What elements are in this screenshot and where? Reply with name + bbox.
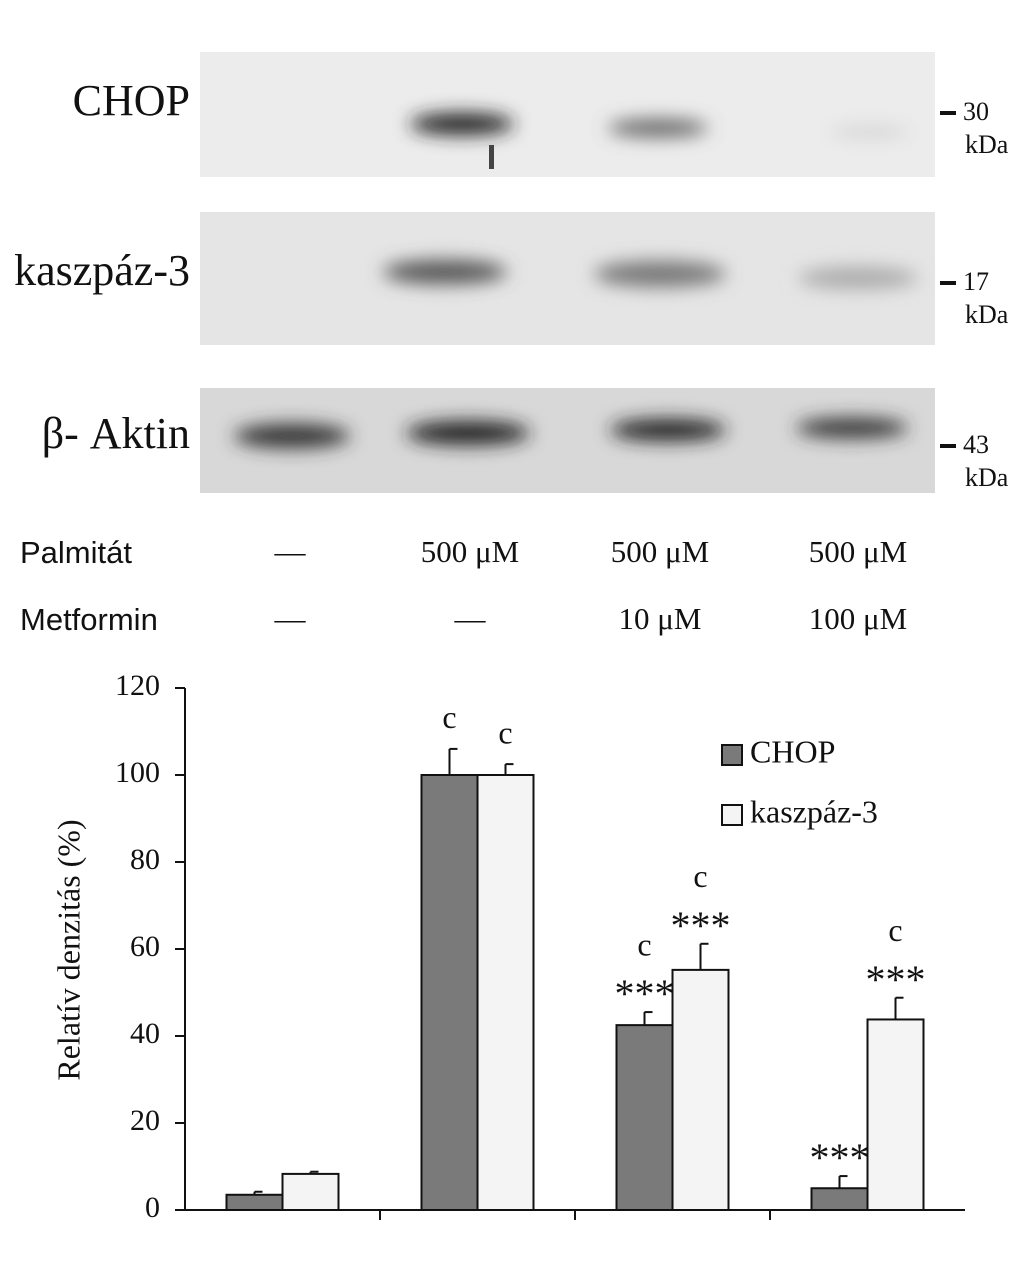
letter-label: c [888,912,902,948]
bar [476,774,535,1211]
marker-label: 17 [963,267,989,296]
marker-label: 43 [963,430,989,459]
band [383,260,507,284]
blot-images [200,52,935,493]
treatment-value: 500 μM [421,534,519,569]
y-tick-label: 40 [130,1017,160,1050]
y-tick-label: 100 [115,756,160,789]
blot-label: kaszpáz-3 [14,246,190,295]
y-tick-label: 0 [145,1191,160,1224]
legend-swatch [721,804,743,826]
band [610,419,726,441]
marker-unit: kDa [965,130,1009,159]
treatment-value: 500 μM [809,534,907,569]
treatment-value: 100 μM [809,601,907,636]
bar [810,1187,869,1211]
legend-swatch [721,744,743,766]
y-axis-label: Relatív denzitás (%) [50,819,86,1080]
y-tick-label: 80 [130,843,160,876]
treatment-label: Palmitát [20,535,132,570]
letter-label: c [693,858,707,894]
treatment-value: — [454,601,487,636]
bar [281,1172,340,1212]
bar [671,968,730,1211]
band [798,267,918,289]
treatment-value: 10 μM [619,601,702,636]
legend-label: kaszpáz-3 [750,793,878,829]
artifact [489,145,494,169]
treatment-label: Metformin [20,602,158,637]
significance: *** [866,957,926,1002]
band [406,421,530,445]
bar [225,1193,284,1212]
marker-unit: kDa [965,300,1009,329]
y-tick-label: 20 [130,1104,160,1137]
band [594,261,726,287]
band [608,119,708,137]
band [796,418,908,438]
y-tick-label: 120 [115,669,160,702]
band [830,127,910,137]
treatment-value: — [274,534,307,569]
chart-layer: CHOP 30 kDa kaszpáz-3 17 kDa β- Aktin 43 kDa Palm… [14,76,1009,1224]
bar [615,1024,674,1211]
marker-unit: kDa [965,463,1009,492]
blot-label: CHOP [73,76,190,125]
letter-label: c [498,714,512,750]
significance: *** [810,1135,870,1180]
bar [866,1018,925,1211]
bar [420,774,479,1211]
band [234,424,350,448]
letter-label: c [637,926,651,962]
blot-panel [200,52,935,177]
y-tick-label: 60 [130,930,160,963]
marker-label: 30 [963,97,989,126]
letter-label: c [442,699,456,735]
legend-label: CHOP [750,733,835,769]
treatment-value: 500 μM [611,534,709,569]
significance: *** [615,971,675,1016]
band [410,113,514,135]
significance: *** [671,903,731,948]
treatment-value: — [274,601,307,636]
blot-label: β- Aktin [42,409,190,458]
